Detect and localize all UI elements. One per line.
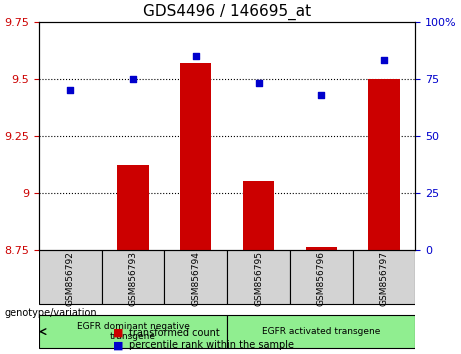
Bar bbox=[306, 247, 337, 250]
Point bbox=[255, 80, 262, 86]
Text: ■: ■ bbox=[113, 328, 124, 338]
FancyBboxPatch shape bbox=[227, 250, 290, 304]
Text: GSM856793: GSM856793 bbox=[129, 251, 137, 306]
Text: transformed count: transformed count bbox=[129, 328, 220, 338]
Text: GSM856794: GSM856794 bbox=[191, 251, 200, 306]
Text: ■: ■ bbox=[113, 340, 124, 350]
FancyBboxPatch shape bbox=[227, 315, 415, 348]
Point bbox=[129, 76, 136, 81]
Text: percentile rank within the sample: percentile rank within the sample bbox=[129, 340, 294, 350]
FancyBboxPatch shape bbox=[39, 250, 101, 304]
Bar bbox=[117, 165, 148, 250]
Text: GSM856797: GSM856797 bbox=[379, 251, 389, 306]
Bar bbox=[368, 79, 400, 250]
Text: GSM856795: GSM856795 bbox=[254, 251, 263, 306]
Point bbox=[318, 92, 325, 97]
Bar bbox=[180, 63, 212, 250]
Point bbox=[380, 58, 388, 63]
Text: GSM856792: GSM856792 bbox=[65, 251, 75, 306]
Point bbox=[66, 87, 74, 93]
Text: GSM856796: GSM856796 bbox=[317, 251, 326, 306]
Title: GDS4496 / 146695_at: GDS4496 / 146695_at bbox=[143, 4, 311, 21]
FancyBboxPatch shape bbox=[101, 250, 164, 304]
FancyBboxPatch shape bbox=[290, 250, 353, 304]
FancyBboxPatch shape bbox=[353, 250, 415, 304]
Bar bbox=[243, 181, 274, 250]
FancyBboxPatch shape bbox=[164, 250, 227, 304]
Text: EGFR dominant negative
transgene: EGFR dominant negative transgene bbox=[77, 322, 189, 341]
Text: EGFR activated transgene: EGFR activated transgene bbox=[262, 327, 380, 336]
Point bbox=[192, 53, 200, 59]
FancyBboxPatch shape bbox=[39, 315, 227, 348]
Text: genotype/variation: genotype/variation bbox=[5, 308, 97, 318]
